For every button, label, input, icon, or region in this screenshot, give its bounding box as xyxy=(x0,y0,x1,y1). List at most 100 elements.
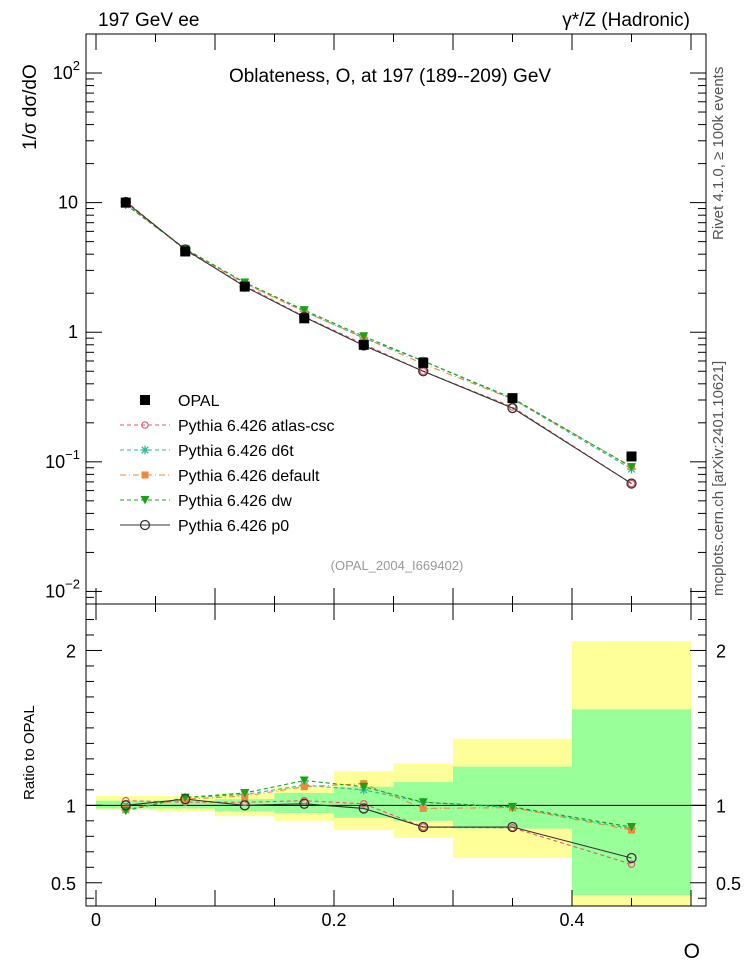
data-point xyxy=(239,281,250,292)
ratio-plot-panel: 0 0.2 0.4 0.5 0.5 1 1 2 2 Ratio to OPAL O xyxy=(21,603,741,963)
y-tick-label-top: 10−1 xyxy=(45,447,80,472)
ratio-point xyxy=(359,799,368,808)
ratio-plot-ticks: 0 0.2 0.4 0.5 0.5 1 1 2 2 xyxy=(51,604,741,930)
legend-label-data: OPAL xyxy=(178,393,220,410)
ratio-point xyxy=(239,800,250,811)
series-point xyxy=(627,479,636,488)
side-label-bottom-group: mcplots.cern.ch [arXiv:2401.10621] xyxy=(710,361,727,596)
ratio-point xyxy=(627,860,636,868)
y-tick-label-bottom: 1 xyxy=(66,796,76,816)
x-tick-label: 0.2 xyxy=(321,910,346,930)
ratio-point xyxy=(419,823,428,831)
header-right: γ*/Z (Hadronic) xyxy=(562,10,690,31)
series-point xyxy=(359,332,369,341)
inner-band xyxy=(155,800,215,809)
legend-marker xyxy=(140,445,150,455)
ratio-point xyxy=(418,821,429,833)
ratio-point xyxy=(627,823,636,832)
series-line xyxy=(125,201,632,485)
ratio-series-line xyxy=(125,798,632,859)
inner-band xyxy=(453,766,572,829)
series-point xyxy=(507,402,518,414)
ratio-series-line xyxy=(125,783,632,831)
ratio-point xyxy=(299,798,310,809)
y-tick-label-top: 10 xyxy=(58,193,78,213)
y-tick-label-exp: 2 xyxy=(73,58,80,73)
data-point xyxy=(120,197,131,208)
side-label-top: Rivet 4.1.0, ≥ 100k events xyxy=(710,67,727,240)
legend-marker xyxy=(141,421,149,429)
legend-marker xyxy=(139,519,151,531)
data-point xyxy=(299,313,310,324)
y-tick-label-base: 10 xyxy=(45,452,65,472)
legend-marker xyxy=(141,471,149,479)
ratio-point xyxy=(240,788,250,798)
y-axis-label-top: 1/σ dσ/dO xyxy=(20,64,41,150)
ratio-point xyxy=(121,796,130,805)
y-axis-label-bottom-group: Ratio to OPAL xyxy=(21,705,38,800)
ratio-point xyxy=(359,782,369,792)
ratio-point xyxy=(120,800,131,811)
series-point xyxy=(299,306,309,315)
y-tick-label-bottom-right: 1 xyxy=(716,796,726,816)
chart-title: Oblateness, O, at 197 (189--209) GeV xyxy=(229,66,551,87)
y-tick-label-top: 1 xyxy=(68,322,78,342)
main-plot-series xyxy=(125,200,632,485)
y-tick-label-bottom-right: 0.5 xyxy=(716,874,741,894)
series-line xyxy=(125,204,632,468)
ratio-point xyxy=(626,852,637,864)
y-tick-label-top: 102 xyxy=(53,58,80,83)
series-point xyxy=(626,478,637,489)
ratio-point xyxy=(180,793,191,805)
ratio-plot-frame xyxy=(85,603,707,907)
inner-band xyxy=(274,792,334,814)
series-point xyxy=(627,463,636,472)
legend-marker-data xyxy=(140,395,150,405)
y-tick-label-base: 10 xyxy=(45,581,65,601)
ratio-series xyxy=(125,779,632,865)
y-tick-label-bottom: 2 xyxy=(66,641,76,661)
data-point xyxy=(507,393,518,404)
series-point xyxy=(419,367,428,376)
main-plot-markers xyxy=(120,196,637,489)
x-axis-label: O xyxy=(684,940,700,963)
ratio-point xyxy=(508,802,517,812)
legend-label: Pythia 6.426 dw xyxy=(178,493,292,510)
data-point xyxy=(180,246,191,257)
ratio-point xyxy=(507,821,518,833)
y-tick-label-top: 10−2 xyxy=(45,576,80,601)
legend-label: Pythia 6.426 d6t xyxy=(178,443,294,460)
side-label-top-group: Rivet 4.1.0, ≥ 100k events xyxy=(710,67,727,240)
x-tick-label: 0.4 xyxy=(559,910,584,930)
data-point xyxy=(418,357,429,368)
legend-label: Pythia 6.426 atlas-csc xyxy=(178,418,335,435)
ratio-series-line xyxy=(125,779,632,828)
y-axis-label-bottom: Ratio to OPAL xyxy=(21,705,38,800)
legend: OPAL Pythia 6.426 atlas-csc Pythia 6.426 d… xyxy=(120,393,335,535)
inner-band xyxy=(572,709,691,896)
x-tick-label: 0 xyxy=(91,910,101,930)
y-axis-label-top-group: 1/σ dσ/dO xyxy=(20,64,41,150)
data-point xyxy=(626,451,637,462)
y-tick-label-bottom: 0.5 xyxy=(51,874,76,894)
y-tick-label-base: 10 xyxy=(53,63,73,83)
ratio-point xyxy=(358,803,369,814)
ratio-markers xyxy=(120,776,637,868)
inner-band xyxy=(96,800,156,809)
side-label-bottom: mcplots.cern.ch [arXiv:2401.10621] xyxy=(710,361,727,596)
analysis-watermark: (OPAL_2004_I669402) xyxy=(331,558,464,573)
series-line xyxy=(125,200,632,485)
y-tick-label-exp: −2 xyxy=(65,576,80,591)
ratio-point xyxy=(419,804,427,812)
legend-label: Pythia 6.426 default xyxy=(178,468,320,485)
ratio-point xyxy=(300,783,308,791)
y-tick-label-bottom-right: 2 xyxy=(716,641,726,661)
ratio-point xyxy=(418,798,428,807)
y-tick-label-exp: −1 xyxy=(65,447,80,462)
data-point xyxy=(358,339,369,350)
legend-label: Pythia 6.426 p0 xyxy=(178,518,289,535)
legend-marker xyxy=(140,496,150,505)
header-left: 197 GeV ee xyxy=(98,10,199,31)
